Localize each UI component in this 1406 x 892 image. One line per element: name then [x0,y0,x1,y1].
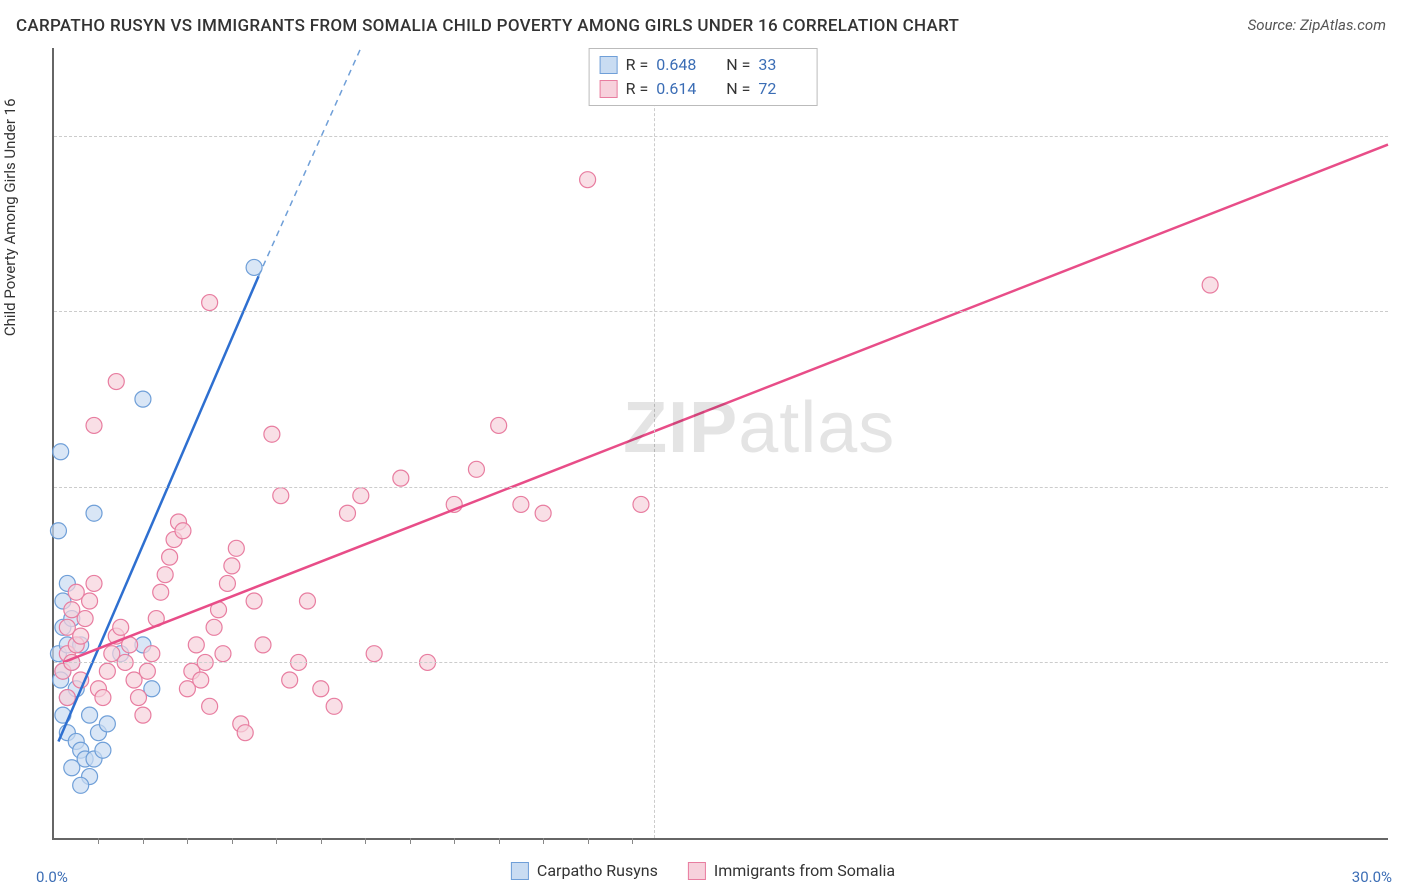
y-axis-label: Child Poverty Among Girls Under 16 [1,98,19,336]
x-tick-mark [143,838,144,844]
x-tick-mark [276,838,277,844]
stats-row-somalia: R = 0.614 N = 72 [600,77,807,101]
r-label: R = [626,53,649,77]
x-tick-mark [410,838,411,844]
legend-item-somalia: Immigrants from Somalia [688,861,895,880]
legend-label-carpatho: Carpatho Rusyns [537,861,658,880]
x-tick-mark [232,838,233,844]
x-tick-mark [321,838,322,844]
legend-swatch-carpatho [511,862,529,880]
x-tick-mark [454,838,455,844]
n-label-2: N = [726,77,750,101]
n-label: N = [726,53,750,77]
x-tick-mark [365,838,366,844]
x-tick-mark [499,838,500,844]
plot-area: 0.0% 30.0% 20.0%40.0%60.0%80.0% [52,48,1388,840]
r-value-somalia: 0.614 [656,77,704,101]
legend-swatch-somalia [688,862,706,880]
gridline-h [54,662,1388,663]
gridline-h [54,136,1388,137]
x-tick-mark [632,838,633,844]
legend-item-carpatho: Carpatho Rusyns [511,861,658,880]
x-axis-end-label: 30.0% [1352,868,1392,886]
x-axis-origin-label: 0.0% [36,868,68,886]
chart-container: CARPATHO RUSYN VS IMMIGRANTS FROM SOMALI… [0,0,1406,892]
x-tick-mark [588,838,589,844]
x-tick-mark [543,838,544,844]
stats-row-carpatho: R = 0.648 N = 33 [600,53,807,77]
series-legend: Carpatho Rusyns Immigrants from Somalia [511,861,895,880]
gridline-v [654,48,655,838]
x-tick-mark [98,838,99,844]
n-value-carpatho: 33 [758,53,806,77]
r-label-2: R = [626,77,649,101]
scatter-plot-svg [54,48,1388,838]
source-attribution: Source: ZipAtlas.com [1248,16,1386,34]
chart-title: CARPATHO RUSYN VS IMMIGRANTS FROM SOMALI… [16,16,959,36]
legend-label-somalia: Immigrants from Somalia [714,861,895,880]
x-tick-mark [187,838,188,844]
r-value-carpatho: 0.648 [656,53,704,77]
n-value-somalia: 72 [758,77,806,101]
gridline-h [54,311,1388,312]
swatch-carpatho [600,56,618,74]
stats-legend: R = 0.648 N = 33 R = 0.614 N = 72 [589,48,818,106]
swatch-somalia [600,80,618,98]
gridline-h [54,487,1388,488]
